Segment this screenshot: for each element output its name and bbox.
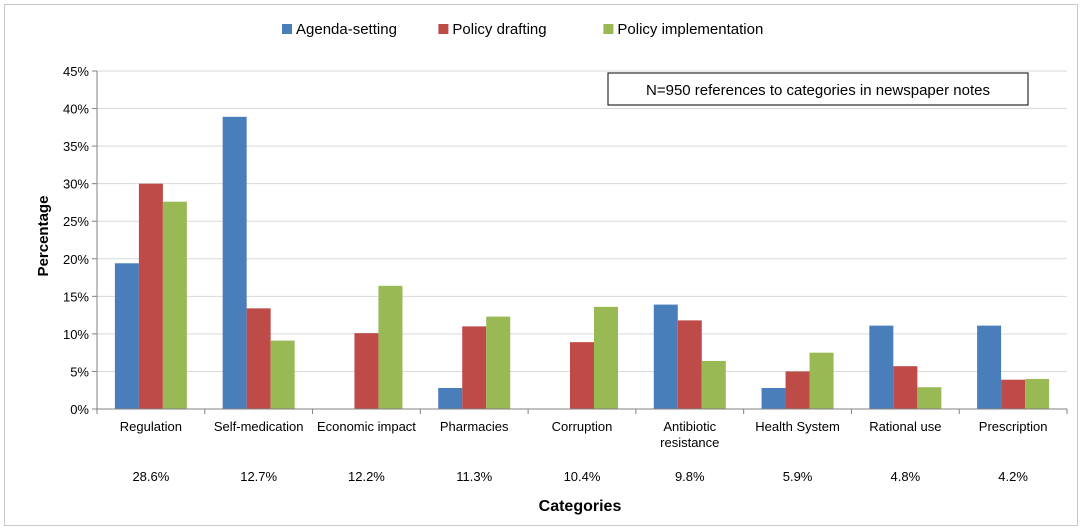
bar xyxy=(246,308,271,409)
bar xyxy=(761,387,786,409)
axes xyxy=(92,70,1068,414)
category-percentage-label: 4.2% xyxy=(998,469,1028,484)
bar xyxy=(222,116,247,409)
bar xyxy=(594,306,618,409)
bar xyxy=(893,366,918,409)
x-axis-title: Categories xyxy=(539,498,622,515)
legend: Agenda-setting Policy drafting Policy impl… xyxy=(282,21,763,38)
bar xyxy=(114,263,139,409)
y-tick-labels: 0% 5% 10% 15% 20% 25% 30% 35% 40% 45% xyxy=(63,64,89,417)
bar xyxy=(378,285,403,409)
bar xyxy=(869,325,894,409)
bar xyxy=(1001,379,1026,409)
y-tick-label: 5% xyxy=(70,364,89,379)
x-tick-label: Pharmacies xyxy=(440,419,509,434)
bar xyxy=(354,333,379,409)
annotation-box xyxy=(607,72,1029,106)
bar xyxy=(270,340,295,409)
category-percentage-label: 10.4% xyxy=(564,469,601,484)
x-tick-label: Economic impact xyxy=(317,419,416,434)
bar xyxy=(162,201,187,409)
category-percentage-label: 5.9% xyxy=(783,469,813,484)
annotation-text: N=950 references to categories in newspa… xyxy=(646,82,990,99)
legend-swatch xyxy=(282,24,292,34)
y-tick-label: 0% xyxy=(70,402,89,417)
bar xyxy=(653,304,678,409)
bar xyxy=(570,342,594,409)
y-tick-label: 45% xyxy=(63,64,89,79)
y-axis-title: Percentage xyxy=(35,196,52,277)
bar xyxy=(1025,378,1050,409)
bar xyxy=(486,316,511,409)
x-tick-label: Rational use xyxy=(869,419,941,434)
category-percentage-label: 28.6% xyxy=(132,469,169,484)
bar xyxy=(677,320,702,409)
legend-swatch xyxy=(438,24,449,34)
x-tick-label: Corruption xyxy=(552,419,613,434)
category-percentage-labels: 28.6% 12.7% 12.2% 11.3% 10.4% 9.8% 5.9% 4.8% 4.2… xyxy=(132,469,1028,484)
x-tick-label: Prescription xyxy=(979,419,1048,434)
x-tick-label: Self-medication xyxy=(214,419,304,434)
bars xyxy=(114,116,1050,409)
y-tick-label: 25% xyxy=(63,214,89,229)
category-percentage-label: 12.2% xyxy=(348,469,385,484)
bar xyxy=(462,326,487,409)
legend-label: Policy drafting xyxy=(452,21,546,38)
legend-swatch xyxy=(603,24,614,34)
chart-frame: Agenda-setting Policy drafting Policy impl… xyxy=(4,4,1078,526)
bar xyxy=(438,387,463,409)
y-tick-label: 15% xyxy=(63,289,89,304)
y-tick-label: 40% xyxy=(63,102,89,117)
x-tick-label: Regulation xyxy=(120,419,182,434)
bar xyxy=(701,360,726,409)
bar xyxy=(138,183,163,409)
category-percentage-label: 11.3% xyxy=(456,469,492,484)
y-tick-label: 10% xyxy=(63,327,89,342)
x-tick-label: Health System xyxy=(755,419,840,434)
x-tick-labels: Regulation Self-medication Economic impact… xyxy=(120,419,1048,450)
bar xyxy=(917,387,942,409)
legend-label: Agenda-setting xyxy=(296,21,397,38)
bar xyxy=(809,352,834,409)
y-tick-label: 30% xyxy=(63,177,89,192)
bar xyxy=(977,325,1002,409)
bar-chart: Agenda-setting Policy drafting Policy impl… xyxy=(35,21,1068,515)
x-tick-label: Antibiotic resistance xyxy=(660,419,719,450)
category-percentage-label: 4.8% xyxy=(891,469,921,484)
legend-label: Policy implementation xyxy=(617,21,763,38)
y-tick-label: 20% xyxy=(63,252,89,267)
category-percentage-label: 12.7% xyxy=(240,469,277,484)
category-percentage-label: 9.8% xyxy=(675,469,705,484)
bar xyxy=(785,371,810,409)
y-tick-label: 35% xyxy=(63,139,89,154)
